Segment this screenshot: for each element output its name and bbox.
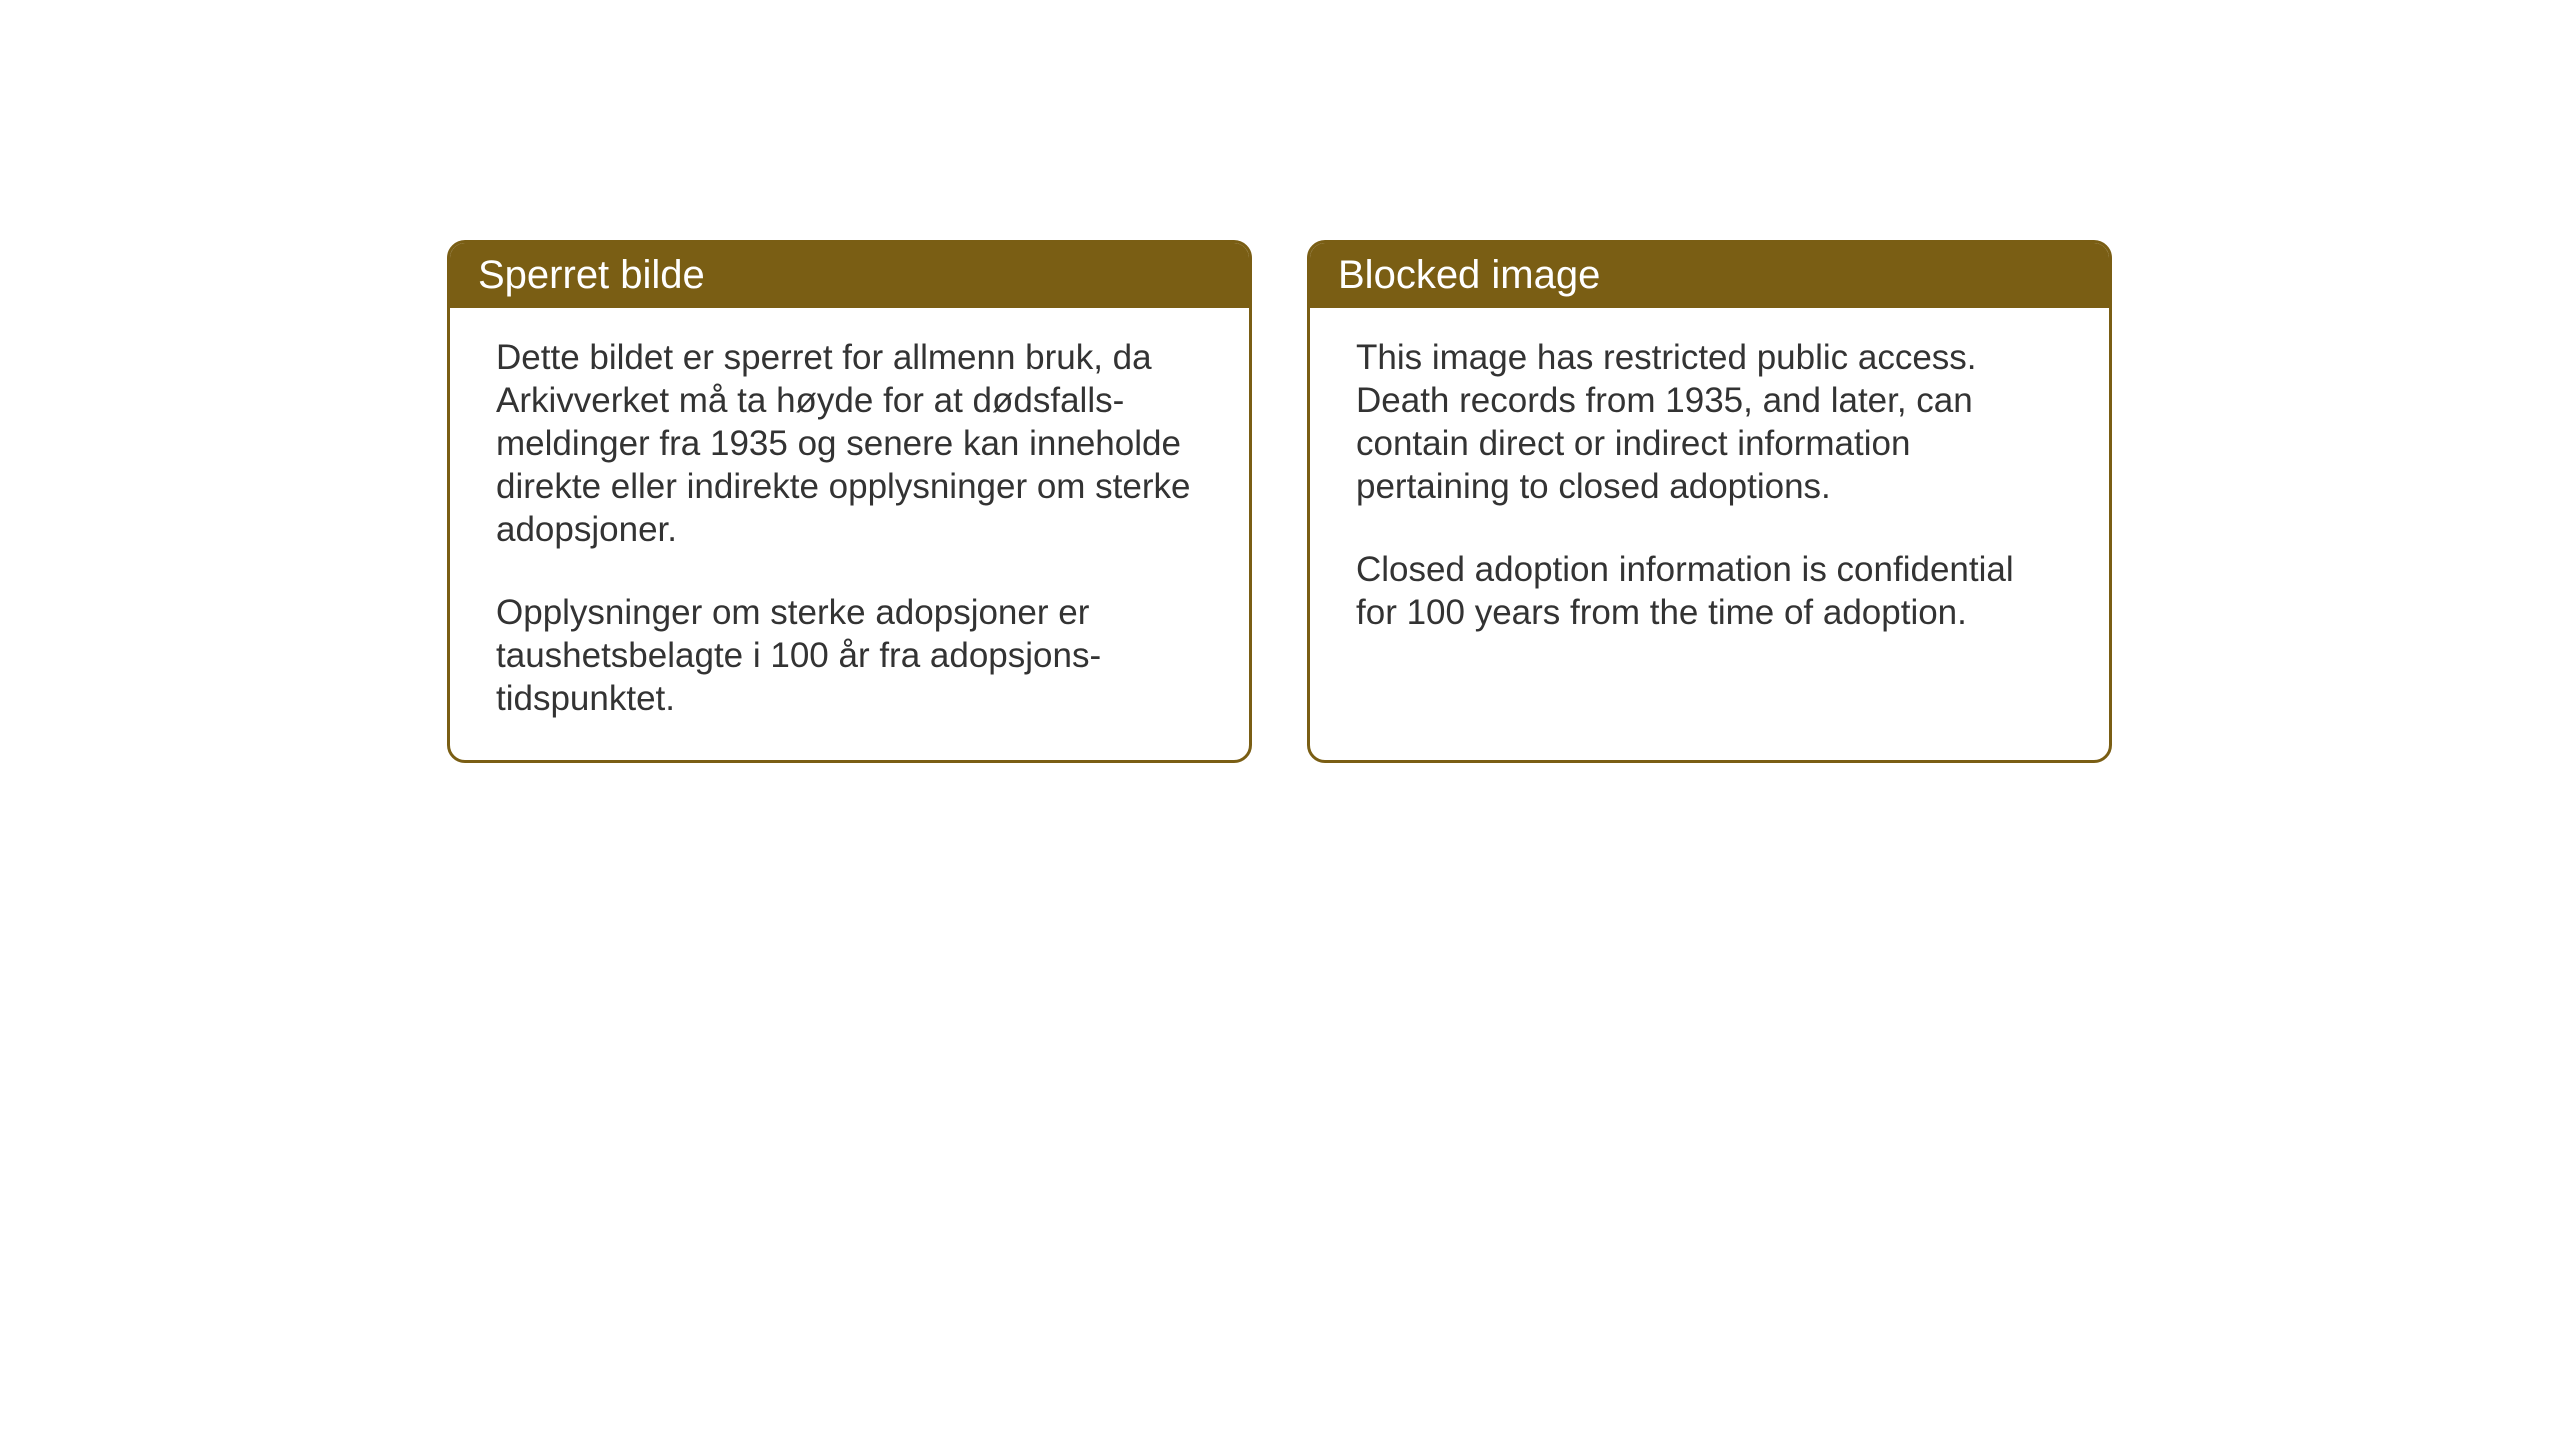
notice-card-norwegian: Sperret bilde Dette bildet er sperret fo… xyxy=(447,240,1252,763)
english-paragraph-2: Closed adoption information is confident… xyxy=(1356,548,2063,634)
norwegian-paragraph-1: Dette bildet er sperret for allmenn bruk… xyxy=(496,336,1203,551)
card-body-norwegian: Dette bildet er sperret for allmenn bruk… xyxy=(450,308,1249,760)
card-body-english: This image has restricted public access.… xyxy=(1310,308,2109,674)
norwegian-paragraph-2: Opplysninger om sterke adopsjoner er tau… xyxy=(496,591,1203,720)
notice-card-english: Blocked image This image has restricted … xyxy=(1307,240,2112,763)
card-header-english: Blocked image xyxy=(1310,243,2109,308)
english-paragraph-1: This image has restricted public access.… xyxy=(1356,336,2063,508)
notice-container: Sperret bilde Dette bildet er sperret fo… xyxy=(447,240,2112,763)
card-header-norwegian: Sperret bilde xyxy=(450,243,1249,308)
